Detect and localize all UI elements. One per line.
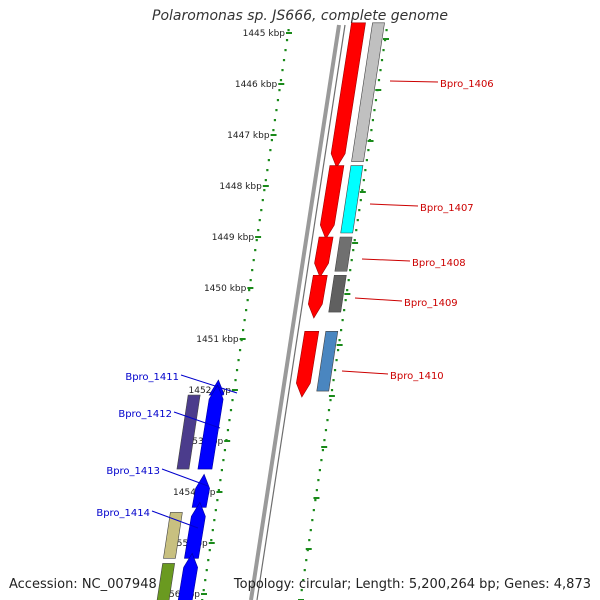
scale-tick-label: 1447 kbp (227, 131, 270, 141)
gene-label-leader (341, 370, 389, 375)
gene-label-leader (389, 80, 439, 83)
scale-tick-label: 1445 kbp (243, 29, 286, 39)
backbone-line (256, 24, 346, 600)
gene-label-leader (173, 411, 221, 429)
gene-label-leader (369, 203, 419, 207)
cds-arrow[interactable] (296, 331, 320, 398)
gene-feature[interactable] (176, 384, 224, 470)
cog-category-box (156, 563, 175, 600)
cds-arrow[interactable] (319, 165, 345, 240)
cog-category-box (340, 165, 364, 234)
backbone (249, 24, 346, 600)
scale-tick-label: 1452 kbp (189, 386, 232, 396)
map-title: Polaromonas sp. JS666, complete genome (152, 8, 448, 24)
scale-tick-label: 1448 kbp (219, 182, 262, 192)
gene-feature[interactable] (319, 165, 364, 240)
cog-category-box (328, 274, 347, 313)
cog-category-box (351, 22, 385, 162)
gene-label[interactable]: Bpro_1412 (118, 409, 172, 420)
accession-text: Accession: NC_007948 (9, 577, 157, 592)
gene-feature[interactable] (163, 501, 206, 559)
gene-label[interactable]: Bpro_1408 (412, 258, 466, 269)
gene-label[interactable]: Bpro_1411 (125, 372, 179, 383)
scale-tick-label: 1451 kbp (196, 335, 239, 345)
gene-labels: Bpro_1406 Bpro_1407 Bpro_1408 Bpro_1409 Bpro… (96, 79, 494, 529)
summary-text: Topology: circular; Length: 5,200,264 bp… (233, 577, 591, 592)
cds-arrow[interactable] (314, 236, 334, 278)
gene-feature[interactable] (156, 552, 198, 600)
gene-feature[interactable] (330, 22, 385, 169)
scale-tick-label: 1446 kbp (235, 80, 278, 90)
backbone-line (249, 24, 341, 600)
cds-arrow[interactable] (197, 384, 224, 470)
scale-tick-label: 1454 kbp (173, 488, 216, 498)
gene-label[interactable]: Bpro_1406 (440, 79, 494, 90)
gene-track (156, 22, 385, 600)
gene-label-leader (180, 374, 238, 394)
cds-arrow[interactable] (330, 22, 366, 169)
cog-category-box (176, 394, 201, 470)
gene-label[interactable]: Bpro_1414 (96, 508, 150, 519)
gene-label-leader (361, 258, 411, 262)
gene-label[interactable]: Bpro_1413 (106, 466, 160, 477)
cog-category-box (316, 331, 339, 392)
gene-label[interactable]: Bpro_1407 (420, 203, 474, 214)
cds-arrow[interactable] (177, 552, 198, 600)
gene-label-leader (354, 297, 403, 302)
gene-feature[interactable] (308, 274, 347, 319)
gene-label[interactable]: Bpro_1409 (404, 298, 458, 309)
scale-tick-label: 1450 kbp (204, 284, 247, 294)
gene-label-leader (151, 510, 199, 529)
gene-feature[interactable] (296, 331, 339, 398)
ruler-right (298, 29, 389, 600)
cds-arrow[interactable] (184, 501, 206, 559)
gene-feature[interactable] (314, 236, 353, 278)
cog-category-box (163, 512, 183, 559)
cds-arrow[interactable] (308, 274, 328, 319)
gene-label-leader (161, 468, 209, 487)
cog-category-box (334, 236, 353, 272)
gene-label[interactable]: Bpro_1410 (390, 371, 444, 382)
scale-tick-label: 1449 kbp (212, 233, 255, 243)
